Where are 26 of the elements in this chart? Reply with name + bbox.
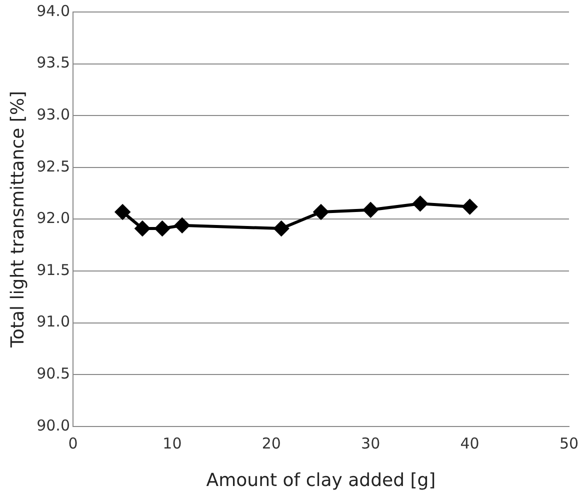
point — [134, 221, 150, 236]
x-tick-label: 30 — [361, 434, 380, 452]
x-tick-label: 50 — [559, 434, 579, 452]
x-tick-label: 10 — [162, 434, 182, 452]
point — [274, 221, 289, 236]
y-tick-label: 91.5 — [36, 260, 70, 279]
y-tick-label: 90.0 — [36, 416, 70, 434]
point — [412, 196, 428, 212]
point — [115, 204, 130, 220]
y-tick-label: 93.5 — [36, 54, 70, 72]
point — [174, 218, 190, 233]
point — [363, 202, 378, 218]
x-tick-label: 0 — [68, 434, 78, 452]
x-tick-label: 20 — [262, 434, 281, 452]
y-axis-title: Total light transmittance [%] — [7, 90, 28, 348]
y-tick-label: 92.5 — [36, 157, 70, 176]
y-tick-label: 94.0 — [36, 2, 70, 20]
y-tick-label: 90.5 — [36, 364, 70, 382]
y-tick-label: 93.0 — [36, 105, 70, 124]
x-axis-title: Amount of clay added [g] — [206, 470, 436, 491]
point — [462, 199, 478, 214]
y-tick-label: 92.0 — [36, 209, 70, 228]
x-tick-label: 40 — [460, 434, 480, 452]
point — [314, 204, 328, 220]
y-tick-label: 91.0 — [36, 312, 70, 331]
point — [154, 221, 170, 236]
